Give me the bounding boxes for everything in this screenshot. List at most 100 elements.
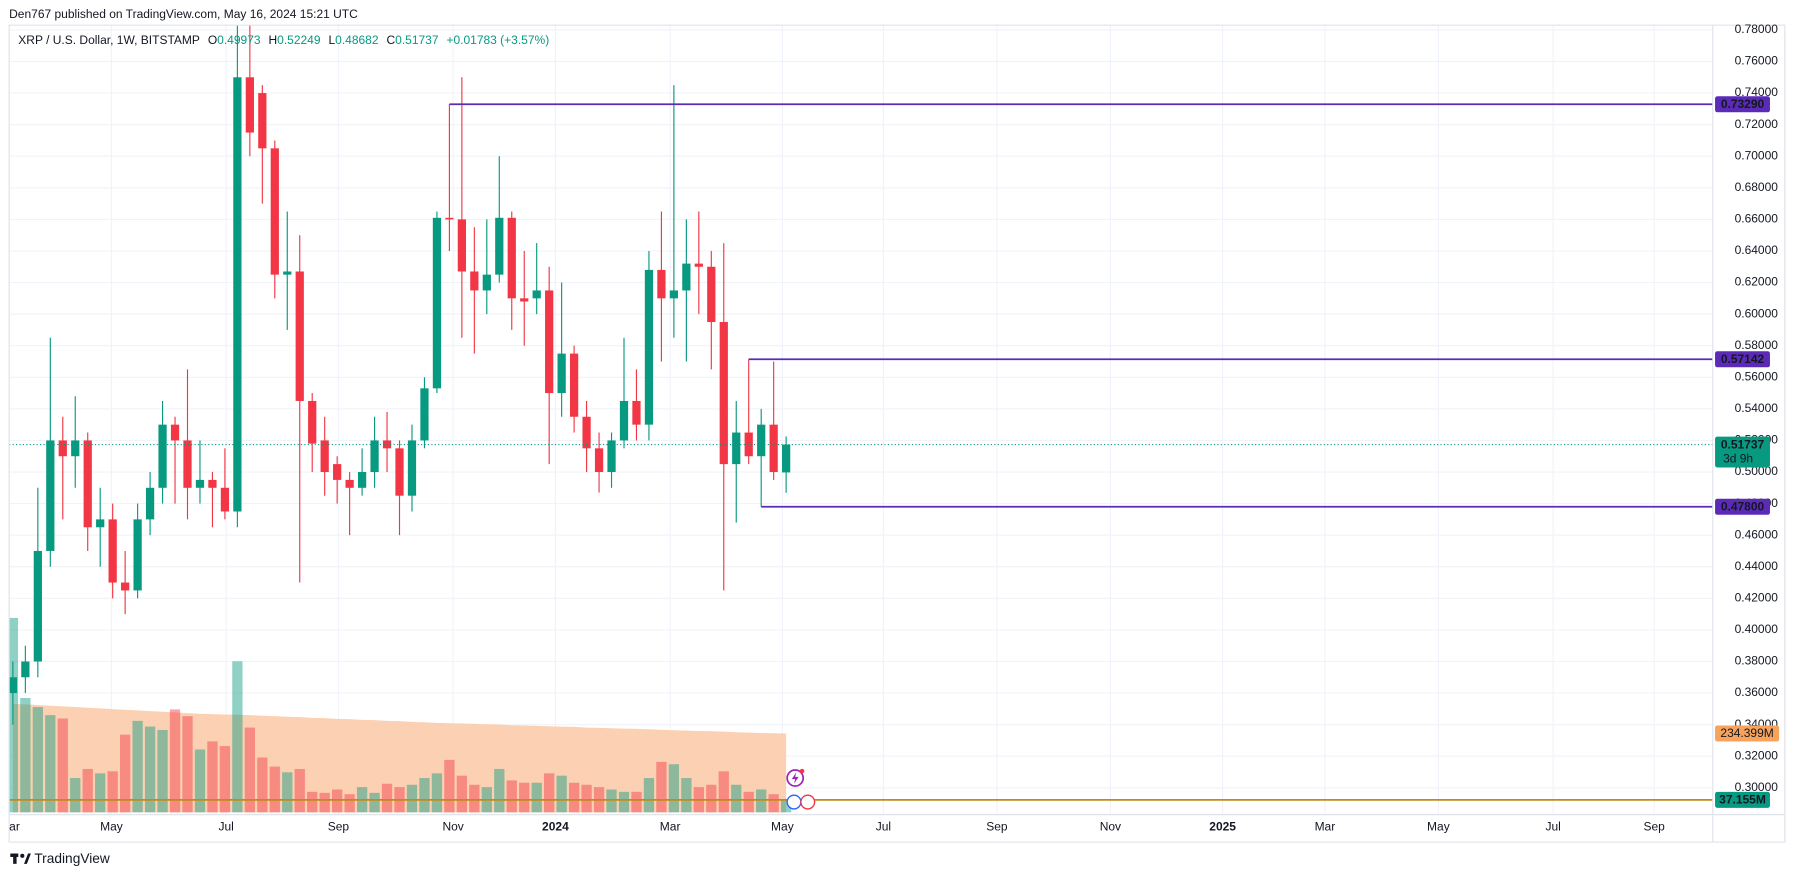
volume-bar <box>70 778 81 813</box>
candle-body <box>420 388 429 441</box>
volume-bar <box>332 789 343 813</box>
volume-bar <box>656 761 667 813</box>
symbol: XRP / U.S. Dollar, 1W, BITSTAMP <box>18 33 200 47</box>
candle-body <box>133 519 142 591</box>
open-value: 0.49973 <box>217 33 261 47</box>
volume-label: 37.155M <box>1719 793 1766 807</box>
candle-body <box>295 271 304 401</box>
legend-line: XRP / U.S. Dollar, 1W, BITSTAMP O0.49973… <box>18 33 549 47</box>
volume-bar <box>144 726 156 813</box>
candle-body <box>258 93 267 149</box>
volume-bar <box>618 791 630 813</box>
candle-body <box>208 479 217 488</box>
candle-body <box>108 519 117 583</box>
y-tick-label: 0.44000 <box>1735 559 1779 573</box>
candle-body <box>357 472 367 488</box>
volume-bar <box>406 784 418 813</box>
y-tick-label: 0.64000 <box>1735 243 1779 257</box>
candle-body <box>145 487 155 520</box>
x-tick-label: Sep <box>328 819 350 833</box>
y-tick-label: 0.30000 <box>1735 780 1779 794</box>
candle-body <box>545 290 554 394</box>
candle-body <box>607 440 616 473</box>
high-value: 0.52249 <box>277 33 321 47</box>
volume-bar <box>244 727 256 813</box>
candle-body <box>9 677 18 694</box>
volume-bar <box>207 741 218 813</box>
x-tick-label: May <box>100 819 123 833</box>
y-tick-label: 0.70000 <box>1735 148 1779 162</box>
high-letter: H <box>268 33 277 47</box>
low-value: 0.48682 <box>335 33 379 47</box>
candle-body <box>520 298 529 302</box>
candle-body <box>183 440 192 488</box>
volume-bar <box>731 784 742 813</box>
countdown-label: 3d 9h <box>1723 452 1753 466</box>
x-tick-label: Nov <box>442 819 463 833</box>
volume-bar <box>95 773 106 813</box>
volume-bar <box>169 709 181 813</box>
volume-bar <box>319 792 330 813</box>
candle-body <box>195 479 205 488</box>
volume-bar <box>743 791 754 813</box>
x-tick-label: 2025 <box>1209 819 1236 833</box>
y-tick-label: 0.42000 <box>1735 590 1779 604</box>
candle-body <box>270 148 279 275</box>
close-letter: C <box>386 33 395 47</box>
volume-ma-area <box>12 703 787 813</box>
candle-body <box>46 440 55 551</box>
volume-bar <box>668 764 680 813</box>
volume-bar <box>269 766 280 813</box>
volume-bar <box>32 707 43 813</box>
volume-bar <box>444 759 455 813</box>
y-tick-label: 0.46000 <box>1735 527 1779 541</box>
candle-body <box>395 448 404 496</box>
candle-body <box>33 550 42 662</box>
level-label: 0.57142 <box>1721 352 1765 366</box>
x-tick-label: 2024 <box>542 819 569 833</box>
candle-body <box>71 440 80 457</box>
level-label-box <box>1715 96 1770 113</box>
x-tick-label: May <box>771 819 794 833</box>
volume-bar <box>369 792 380 813</box>
candle-body <box>532 290 541 299</box>
candle-body <box>732 432 741 465</box>
last-price-box <box>1715 436 1770 468</box>
volume-ma-label: 234.399M <box>1720 726 1773 740</box>
candle-body <box>170 424 180 441</box>
level-label-box <box>1715 498 1770 515</box>
x-tick-label: Nov <box>1100 819 1121 833</box>
volume-bar <box>718 771 729 813</box>
change-value: +0.01783 (+3.57%) <box>446 33 549 47</box>
volume-bar <box>157 729 168 813</box>
x-tick-label: Mar <box>660 819 681 833</box>
grid-layer <box>8 25 1713 815</box>
volume-bar <box>606 789 617 813</box>
candle-body <box>682 263 691 291</box>
x-tick-label: Sep <box>1643 819 1665 833</box>
volume-bar <box>20 697 31 813</box>
candle-body <box>507 217 516 299</box>
candle-body <box>657 269 666 299</box>
y-tick-label: 0.60000 <box>1735 306 1779 320</box>
candle-body <box>233 77 242 512</box>
x-tick-label: Jul <box>218 819 233 833</box>
candle-body <box>482 274 491 291</box>
candle-body <box>158 424 167 488</box>
publisher-line: Den767 published on TradingView.com, May… <box>9 7 358 21</box>
volume-bar <box>82 768 93 813</box>
volume-label-box <box>1715 791 1770 808</box>
volume-bar <box>119 734 131 813</box>
volume-bar <box>182 716 193 813</box>
volume-bar <box>456 775 468 813</box>
volume-bar <box>556 775 567 813</box>
volume-bar <box>9 617 19 813</box>
candle-body <box>320 440 329 473</box>
volume-bar <box>581 784 592 813</box>
y-tick-label: 0.66000 <box>1735 212 1779 226</box>
volume-bar <box>544 773 555 813</box>
candle-body <box>21 661 30 678</box>
event-icons <box>786 768 816 810</box>
volume-bar <box>706 784 717 813</box>
